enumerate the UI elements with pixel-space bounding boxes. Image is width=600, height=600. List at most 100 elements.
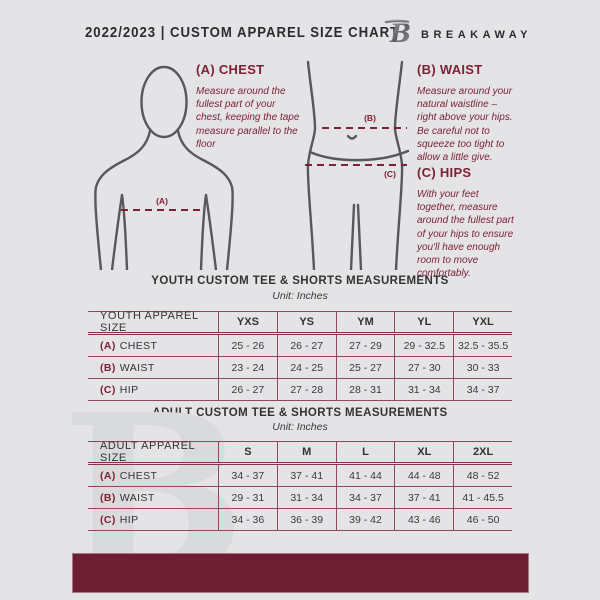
right-shoulder-arm-outline — [176, 129, 234, 270]
column-header: 2XL — [453, 442, 512, 462]
table-row: (B) WAIST 23 - 24 24 - 25 25 - 27 27 - 3… — [88, 356, 512, 378]
right-body-side-line — [199, 193, 208, 270]
column-header: ADULT APPAREL SIZE — [100, 440, 195, 464]
row-label-prefix: (B) — [100, 361, 116, 374]
upper-body-diagram: (A) — [94, 65, 234, 270]
waistband-curve — [308, 149, 410, 162]
svg-text:B: B — [389, 19, 411, 48]
row-label-name: WAIST — [119, 491, 155, 504]
youth-size-table: YOUTH APPAREL SIZE YXS YS YM YL YXL (A) … — [88, 310, 512, 401]
row-label-prefix: (B) — [100, 491, 116, 504]
youth-section-title: YOUTH CUSTOM TEE & SHORTS MEASUREMENTS — [151, 275, 449, 287]
left-body-side-line — [120, 193, 129, 270]
inner-right-leg-line — [356, 203, 363, 270]
column-header: YXS — [218, 312, 277, 332]
waist-instruction-body: Measure around your natural waistline – … — [417, 86, 513, 163]
chest-instruction: (A) CHEST Measure around the fullest par… — [196, 62, 304, 151]
table-cell: 34 - 37 — [218, 465, 277, 486]
table-cell: 28 - 31 — [335, 379, 395, 400]
column-header: YL — [394, 312, 453, 332]
chest-instruction-body: Measure around the fullest part of your … — [196, 86, 300, 150]
table-cell: 43 - 46 — [394, 509, 453, 530]
column-header: S — [218, 442, 277, 462]
table-cell: 25 - 26 — [218, 335, 277, 356]
table-cell: 46 - 50 — [453, 509, 512, 530]
table-row: (C) HIP 34 - 36 36 - 39 39 - 42 43 - 46 … — [88, 508, 512, 531]
row-label: (A) CHEST — [88, 335, 218, 356]
row-label-name: HIP — [119, 513, 139, 526]
table-cell: 32.5 - 35.5 — [453, 335, 512, 356]
navel-mark — [346, 134, 358, 140]
table-row: (C) HIP 26 - 27 27 - 28 28 - 31 31 - 34 … — [88, 378, 512, 401]
table-cell: 23 - 24 — [218, 357, 277, 378]
left-hip-leg-outline — [306, 60, 317, 270]
youth-section-unit: Unit: Inches — [272, 290, 328, 302]
hips-instruction-title: (C) HIPS — [417, 165, 472, 180]
lower-body-diagram: (B) (C) — [305, 60, 410, 270]
row-label-name: HIP — [119, 383, 139, 396]
column-header: YS — [276, 312, 336, 332]
table-cell: 44 - 48 — [394, 465, 453, 486]
table-cell: 26 - 27 — [276, 335, 336, 356]
table-cell: 34 - 37 — [453, 379, 512, 400]
hips-instruction: (C) HIPS With your feet together, measur… — [417, 165, 519, 280]
table-cell: 25 - 27 — [335, 357, 395, 378]
row-label-name: WAIST — [119, 361, 155, 374]
right-inner-arm-line — [204, 193, 218, 270]
hips-instruction-body: With your feet together, measure around … — [417, 189, 514, 280]
table-cell: 34 - 37 — [335, 487, 395, 508]
row-label-prefix: (A) — [100, 339, 116, 352]
column-header: M — [276, 442, 336, 462]
row-label: (C) HIP — [88, 379, 218, 400]
column-header: XL — [394, 442, 453, 462]
row-label-name: CHEST — [119, 339, 158, 352]
table-row: (A) CHEST 25 - 26 26 - 27 27 - 29 29 - 3… — [88, 335, 512, 356]
waist-line-label: (B) — [364, 113, 376, 123]
column-header: YOUTH APPAREL SIZE — [100, 310, 199, 334]
waist-instruction: (B) WAIST Measure around your natural wa… — [417, 62, 517, 164]
inner-left-leg-line — [349, 203, 356, 270]
row-label-prefix: (C) — [100, 383, 116, 396]
table-header-row: ADULT APPAREL SIZE S M L XL 2XL — [88, 440, 512, 465]
table-cell: 31 - 34 — [276, 487, 336, 508]
table-cell: 27 - 28 — [276, 379, 336, 400]
table-cell: 30 - 33 — [453, 357, 512, 378]
table-row: (B) WAIST 29 - 31 31 - 34 34 - 37 37 - 4… — [88, 486, 512, 508]
row-label-prefix: (C) — [100, 513, 116, 526]
table-cell: 34 - 36 — [218, 509, 277, 530]
row-label: (B) WAIST — [88, 357, 218, 378]
table-cell: 29 - 31 — [218, 487, 277, 508]
table-cell: 24 - 25 — [276, 357, 336, 378]
table-cell: 41 - 45.5 — [453, 487, 512, 508]
table-header-row: YOUTH APPAREL SIZE YXS YS YM YL YXL — [88, 310, 512, 335]
table-cell: 37 - 41 — [394, 487, 453, 508]
table-cell: 41 - 44 — [335, 465, 395, 486]
adult-section-unit: Unit: Inches — [272, 421, 328, 433]
left-shoulder-arm-outline — [94, 129, 152, 270]
adult-size-table: ADULT APPAREL SIZE S M L XL 2XL (A) CHES… — [88, 440, 512, 531]
chest-instruction-title: (A) CHEST — [196, 62, 265, 77]
page-title: 2022/2023 | CUSTOM APPAREL SIZE CHART — [85, 24, 400, 41]
row-label-name: CHEST — [119, 469, 158, 482]
table-cell: 39 - 42 — [335, 509, 395, 530]
table-row: (A) CHEST 34 - 37 37 - 41 41 - 44 44 - 4… — [88, 465, 512, 486]
table-cell: 29 - 32.5 — [394, 335, 453, 356]
left-inner-arm-line — [110, 193, 124, 270]
table-cell: 27 - 29 — [335, 335, 395, 356]
table-cell: 36 - 39 — [276, 509, 336, 530]
table-cell: 27 - 30 — [394, 357, 453, 378]
row-label: (A) CHEST — [88, 465, 218, 486]
brand-name: BREAKAWAY — [421, 29, 532, 41]
waist-instruction-title: (B) WAIST — [417, 62, 483, 77]
column-header: YXL — [453, 312, 512, 332]
head-outline — [140, 65, 188, 139]
column-header: YM — [335, 312, 395, 332]
brand-lockup: B BREAKAWAY — [383, 14, 532, 48]
row-label: (C) HIP — [88, 509, 218, 530]
row-label: (B) WAIST — [88, 487, 218, 508]
adult-section-title: ADULT CUSTOM TEE & SHORTS MEASUREMENTS — [152, 407, 448, 419]
right-hip-leg-outline — [393, 60, 404, 270]
column-header: L — [335, 442, 395, 462]
chest-line-label: (A) — [156, 196, 168, 206]
